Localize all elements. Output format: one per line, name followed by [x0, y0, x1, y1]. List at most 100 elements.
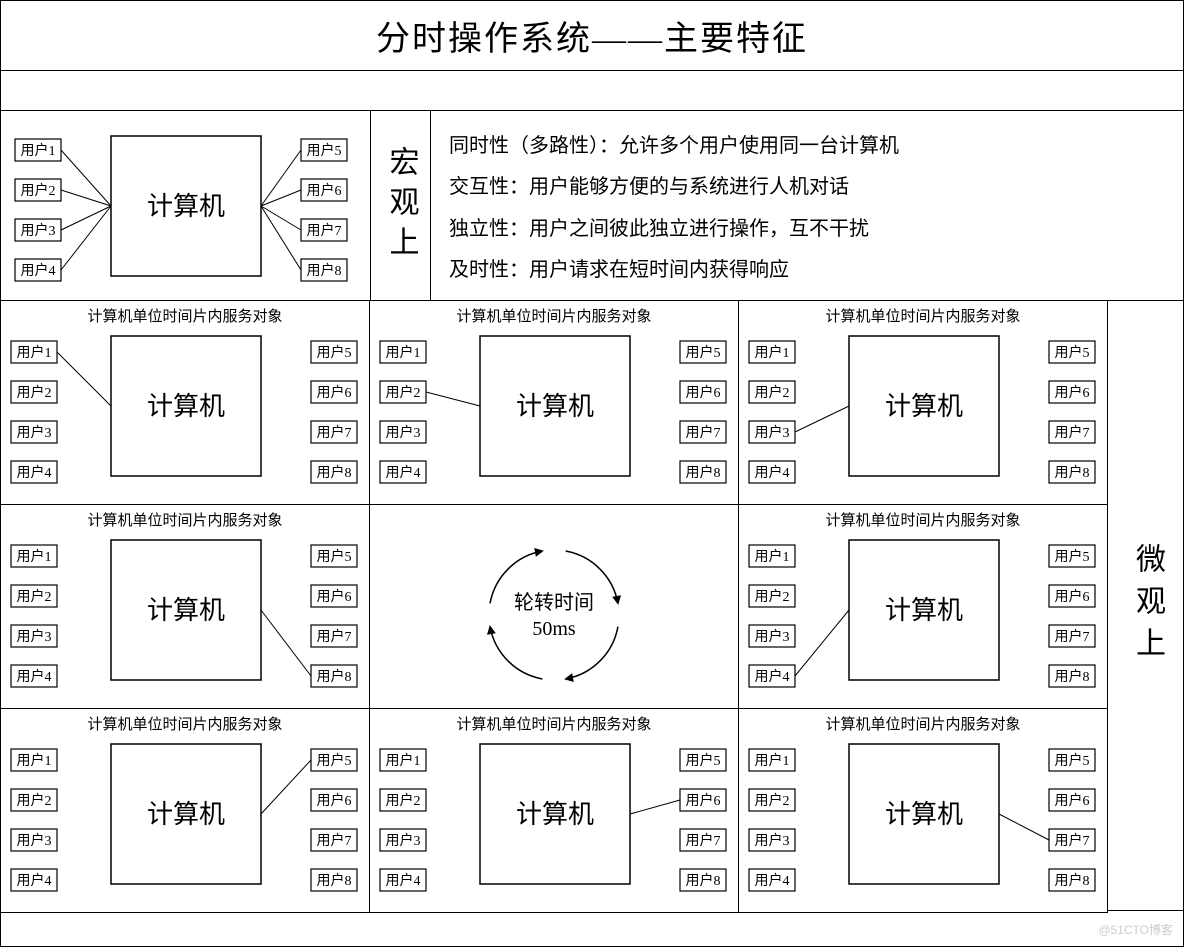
svg-text:50ms: 50ms — [532, 618, 576, 640]
micro-cell: 计算机单位时间片内服务对象计算机用户1用户5用户2用户6用户3用户7用户4用户8 — [370, 709, 739, 913]
computer-diagram-svg: 计算机用户1用户5用户2用户6用户3用户7用户4用户8 — [739, 709, 1107, 912]
micro-grid: 计算机单位时间片内服务对象计算机用户1用户5用户2用户6用户3用户7用户4用户8… — [1, 301, 1108, 911]
svg-text:用户2: 用户2 — [386, 792, 421, 809]
svg-text:用户3: 用户3 — [386, 832, 421, 849]
feature-list: 同时性（多路性）：允许多个用户使用同一台计算机交互性：用户能够方便的与系统进行人… — [431, 111, 1183, 300]
svg-text:用户2: 用户2 — [17, 384, 52, 401]
svg-text:用户3: 用户3 — [17, 628, 52, 645]
page-title: 分时操作系统——主要特征 — [1, 1, 1183, 71]
svg-text:用户7: 用户7 — [686, 424, 721, 441]
spacer — [1, 71, 1183, 111]
svg-text:用户7: 用户7 — [317, 832, 352, 849]
svg-text:计算机: 计算机 — [147, 800, 225, 829]
svg-text:用户3: 用户3 — [386, 424, 421, 441]
svg-text:轮转时间: 轮转时间 — [514, 591, 594, 614]
svg-text:用户1: 用户1 — [17, 344, 52, 361]
svg-text:用户6: 用户6 — [317, 384, 352, 401]
svg-text:用户5: 用户5 — [1055, 548, 1090, 565]
svg-text:用户3: 用户3 — [21, 222, 56, 239]
svg-text:用户8: 用户8 — [1055, 464, 1090, 481]
svg-text:用户8: 用户8 — [1055, 668, 1090, 685]
macro-row: 计算机用户1用户5用户2用户6用户3用户7用户4用户8 宏观上 同时性（多路性）… — [1, 111, 1183, 301]
svg-text:用户2: 用户2 — [17, 792, 52, 809]
svg-text:用户1: 用户1 — [17, 548, 52, 565]
svg-text:用户8: 用户8 — [686, 464, 721, 481]
computer-diagram-svg: 计算机用户1用户5用户2用户6用户3用户7用户4用户8 — [739, 301, 1107, 504]
micro-cell: 计算机单位时间片内服务对象计算机用户1用户5用户2用户6用户3用户7用户4用户8 — [1, 505, 370, 709]
svg-text:用户2: 用户2 — [755, 384, 790, 401]
svg-text:用户7: 用户7 — [317, 424, 352, 441]
feature-line: 同时性（多路性）：允许多个用户使用同一台计算机 — [449, 129, 1165, 158]
cell-caption: 计算机单位时间片内服务对象 — [1, 509, 369, 530]
svg-text:用户8: 用户8 — [317, 872, 352, 889]
svg-text:用户7: 用户7 — [1055, 832, 1090, 849]
svg-text:用户4: 用户4 — [17, 668, 52, 685]
svg-text:用户4: 用户4 — [755, 464, 790, 481]
svg-text:用户5: 用户5 — [307, 142, 342, 159]
svg-text:用户1: 用户1 — [386, 344, 421, 361]
svg-text:用户4: 用户4 — [755, 872, 790, 889]
svg-text:用户7: 用户7 — [317, 628, 352, 645]
svg-text:计算机: 计算机 — [885, 392, 963, 421]
svg-text:用户1: 用户1 — [755, 752, 790, 769]
svg-text:用户5: 用户5 — [317, 752, 352, 769]
cell-caption: 计算机单位时间片内服务对象 — [370, 713, 738, 734]
computer-diagram-svg: 计算机用户1用户5用户2用户6用户3用户7用户4用户8 — [370, 709, 738, 912]
svg-text:用户5: 用户5 — [317, 548, 352, 565]
micro-cell: 计算机单位时间片内服务对象计算机用户1用户5用户2用户6用户3用户7用户4用户8 — [739, 505, 1108, 709]
svg-text:计算机: 计算机 — [516, 392, 594, 421]
computer-diagram-svg: 计算机用户1用户5用户2用户6用户3用户7用户4用户8 — [1, 111, 371, 301]
cell-caption: 计算机单位时间片内服务对象 — [739, 713, 1107, 734]
feature-line: 及时性：用户请求在短时间内获得响应 — [449, 253, 1165, 282]
svg-text:用户2: 用户2 — [21, 182, 56, 199]
svg-text:用户3: 用户3 — [17, 832, 52, 849]
micro-cell: 计算机单位时间片内服务对象计算机用户1用户5用户2用户6用户3用户7用户4用户8 — [1, 709, 370, 913]
svg-text:用户5: 用户5 — [1055, 344, 1090, 361]
computer-diagram-svg: 计算机用户1用户5用户2用户6用户3用户7用户4用户8 — [1, 709, 369, 912]
micro-label: 微观上 — [1108, 301, 1184, 911]
svg-text:用户1: 用户1 — [755, 548, 790, 565]
micro-cell: 轮转时间 50ms — [370, 505, 739, 709]
computer-diagram-svg: 计算机用户1用户5用户2用户6用户3用户7用户4用户8 — [370, 301, 738, 504]
svg-text:用户7: 用户7 — [1055, 628, 1090, 645]
svg-text:用户6: 用户6 — [686, 792, 721, 809]
cell-caption: 计算机单位时间片内服务对象 — [1, 713, 369, 734]
svg-text:用户5: 用户5 — [686, 752, 721, 769]
svg-text:用户1: 用户1 — [21, 142, 56, 159]
svg-text:用户6: 用户6 — [307, 182, 342, 199]
svg-text:用户6: 用户6 — [1055, 588, 1090, 605]
rotation-svg: 轮转时间 50ms — [370, 505, 738, 708]
svg-text:计算机: 计算机 — [516, 800, 594, 829]
svg-text:用户3: 用户3 — [755, 832, 790, 849]
svg-text:用户4: 用户4 — [755, 668, 790, 685]
svg-text:用户4: 用户4 — [17, 872, 52, 889]
svg-text:计算机: 计算机 — [885, 800, 963, 829]
page: 分时操作系统——主要特征 计算机用户1用户5用户2用户6用户3用户7用户4用户8… — [0, 0, 1184, 947]
svg-text:用户6: 用户6 — [1055, 384, 1090, 401]
feature-line: 交互性：用户能够方便的与系统进行人机对话 — [449, 170, 1165, 199]
svg-text:用户8: 用户8 — [1055, 872, 1090, 889]
micro-cell: 计算机单位时间片内服务对象计算机用户1用户5用户2用户6用户3用户7用户4用户8 — [1, 301, 370, 505]
svg-text:用户7: 用户7 — [1055, 424, 1090, 441]
macro-label: 宏观上 — [371, 111, 431, 300]
svg-text:用户3: 用户3 — [17, 424, 52, 441]
computer-diagram-svg: 计算机用户1用户5用户2用户6用户3用户7用户4用户8 — [739, 505, 1107, 708]
micro-cell: 计算机单位时间片内服务对象计算机用户1用户5用户2用户6用户3用户7用户4用户8 — [370, 301, 739, 505]
svg-text:用户4: 用户4 — [386, 872, 421, 889]
svg-text:计算机: 计算机 — [147, 192, 225, 221]
svg-text:用户2: 用户2 — [17, 588, 52, 605]
watermark: @51CTO博客 — [1098, 921, 1173, 938]
svg-text:用户4: 用户4 — [386, 464, 421, 481]
svg-text:用户7: 用户7 — [686, 832, 721, 849]
svg-text:用户4: 用户4 — [17, 464, 52, 481]
svg-text:用户2: 用户2 — [386, 384, 421, 401]
svg-text:用户5: 用户5 — [317, 344, 352, 361]
svg-text:用户6: 用户6 — [317, 588, 352, 605]
svg-text:用户5: 用户5 — [1055, 752, 1090, 769]
svg-text:用户1: 用户1 — [17, 752, 52, 769]
macro-diagram: 计算机用户1用户5用户2用户6用户3用户7用户4用户8 — [1, 111, 371, 300]
cell-caption: 计算机单位时间片内服务对象 — [739, 305, 1107, 326]
svg-text:用户5: 用户5 — [686, 344, 721, 361]
micro-cell: 计算机单位时间片内服务对象计算机用户1用户5用户2用户6用户3用户7用户4用户8 — [739, 709, 1108, 913]
svg-text:用户6: 用户6 — [1055, 792, 1090, 809]
